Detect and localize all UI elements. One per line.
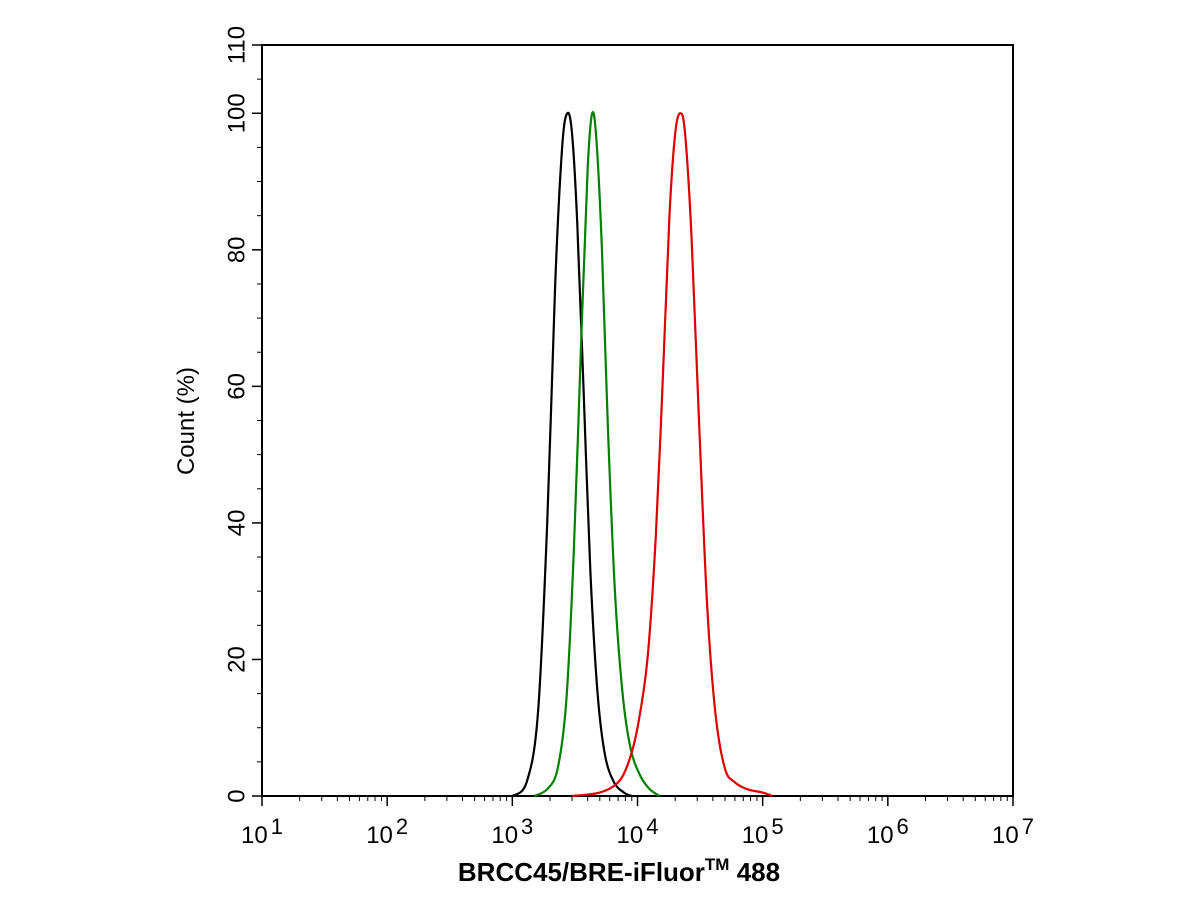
series-line-2 <box>533 111 661 798</box>
x-tick-labels: 10 1 10 2 10 3 10 4 10 5 10 6 10 7 <box>241 814 1034 849</box>
y-tick-label: 20 <box>223 646 250 673</box>
x-tick-label: 10 3 <box>491 814 533 849</box>
y-axis-title: Count (%) <box>173 367 200 475</box>
x-tick-label: 10 1 <box>241 814 283 849</box>
y-tick-label: 40 <box>223 510 250 537</box>
y-tick-label: 60 <box>223 373 250 400</box>
y-tick-label: 80 <box>223 236 250 263</box>
x-tick-label: 10 4 <box>617 814 659 849</box>
plot-frame <box>261 44 1014 797</box>
series-line-3 <box>571 112 773 798</box>
x-tick-label: 10 6 <box>867 814 909 849</box>
series-group <box>511 111 773 798</box>
x-minor-ticks <box>299 796 1008 801</box>
y-tick-label: 0 <box>223 789 250 802</box>
series-line-1 <box>511 111 633 798</box>
x-tick-label: 10 5 <box>742 814 784 849</box>
y-ticks <box>252 44 262 797</box>
x-tick-label: 10 2 <box>366 814 408 849</box>
x-major-ticks <box>261 796 1014 806</box>
y-tick-label: 100 <box>223 93 250 133</box>
x-axis-title: BRCC45/BRE-iFluorTM 488 <box>458 855 780 887</box>
x-tick-label: 10 7 <box>992 814 1034 849</box>
y-tick-label: 110 <box>223 26 250 64</box>
y-tick-labels: 0 20 40 60 80 100 110 <box>223 26 250 803</box>
